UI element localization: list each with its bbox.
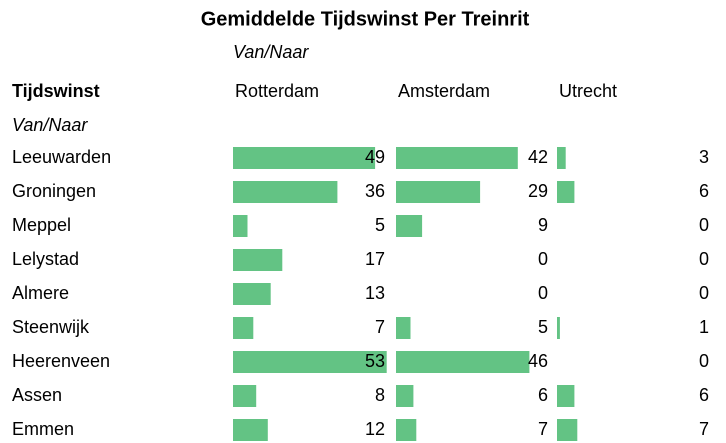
row-label: Almere bbox=[12, 283, 69, 303]
row-label: Lelystad bbox=[12, 249, 79, 269]
cell-value: 7 bbox=[375, 317, 385, 337]
cell-value: 9 bbox=[538, 215, 548, 235]
column-header: Amsterdam bbox=[398, 81, 490, 101]
column-group: Van/Naar bbox=[233, 42, 309, 62]
row-label: Leeuwarden bbox=[12, 147, 111, 167]
cell-value: 7 bbox=[699, 419, 709, 439]
data-bar bbox=[396, 215, 423, 237]
row-label: Assen bbox=[12, 385, 62, 405]
row-label: Meppel bbox=[12, 215, 71, 235]
data-bar bbox=[396, 351, 530, 373]
data-bar bbox=[557, 419, 578, 441]
cell-value: 53 bbox=[365, 351, 385, 371]
data-bar bbox=[233, 215, 248, 237]
data-bar bbox=[233, 419, 268, 441]
data-bar bbox=[396, 385, 414, 407]
title: Gemiddelde Tijdswinst Per Treinrit bbox=[201, 8, 530, 30]
data-bar bbox=[233, 283, 271, 305]
cell-value: 0 bbox=[699, 249, 709, 269]
row-group: Van/Naar bbox=[12, 115, 88, 135]
data-bar bbox=[557, 147, 566, 169]
cell-value: 7 bbox=[538, 419, 548, 439]
cell-value: 49 bbox=[365, 147, 385, 167]
column-header: Utrecht bbox=[559, 81, 617, 101]
cell-value: 5 bbox=[538, 317, 548, 337]
cell-value: 6 bbox=[538, 385, 548, 405]
cell-value: 12 bbox=[365, 419, 385, 439]
cell-value: 0 bbox=[699, 283, 709, 303]
cell-value: 36 bbox=[365, 181, 385, 201]
data-bar bbox=[396, 147, 518, 169]
cell-value: 0 bbox=[699, 351, 709, 371]
cell-value: 0 bbox=[699, 215, 709, 235]
row-label: Emmen bbox=[12, 419, 74, 439]
cell-value: 13 bbox=[365, 283, 385, 303]
row-label: Steenwijk bbox=[12, 317, 90, 337]
cell-value: 29 bbox=[528, 181, 548, 201]
data-bar bbox=[233, 249, 283, 271]
data-bar bbox=[396, 419, 417, 441]
cell-value: 1 bbox=[699, 317, 709, 337]
row-label: Heerenveen bbox=[12, 351, 110, 371]
data-bar bbox=[557, 317, 560, 339]
data-bar bbox=[233, 181, 338, 203]
data-bar bbox=[557, 385, 575, 407]
cell-value: 6 bbox=[699, 181, 709, 201]
cell-value: 0 bbox=[538, 283, 548, 303]
cell-value: 46 bbox=[528, 351, 548, 371]
cell-value: 6 bbox=[699, 385, 709, 405]
data-bar bbox=[233, 317, 254, 339]
cell-value: 0 bbox=[538, 249, 548, 269]
column-header: Rotterdam bbox=[235, 81, 319, 101]
row-label: Groningen bbox=[12, 181, 96, 201]
cell-value: 17 bbox=[365, 249, 385, 269]
cell-value: 3 bbox=[699, 147, 709, 167]
cell-value: 8 bbox=[375, 385, 385, 405]
data-bar bbox=[557, 181, 575, 203]
data-bar bbox=[396, 317, 411, 339]
data-bar bbox=[233, 351, 387, 373]
data-bar bbox=[233, 385, 257, 407]
cell-value: 5 bbox=[375, 215, 385, 235]
row-header: Tijdswinst bbox=[12, 81, 100, 101]
cell-value: 42 bbox=[528, 147, 548, 167]
data-bar bbox=[396, 181, 481, 203]
data-bar bbox=[233, 147, 376, 169]
